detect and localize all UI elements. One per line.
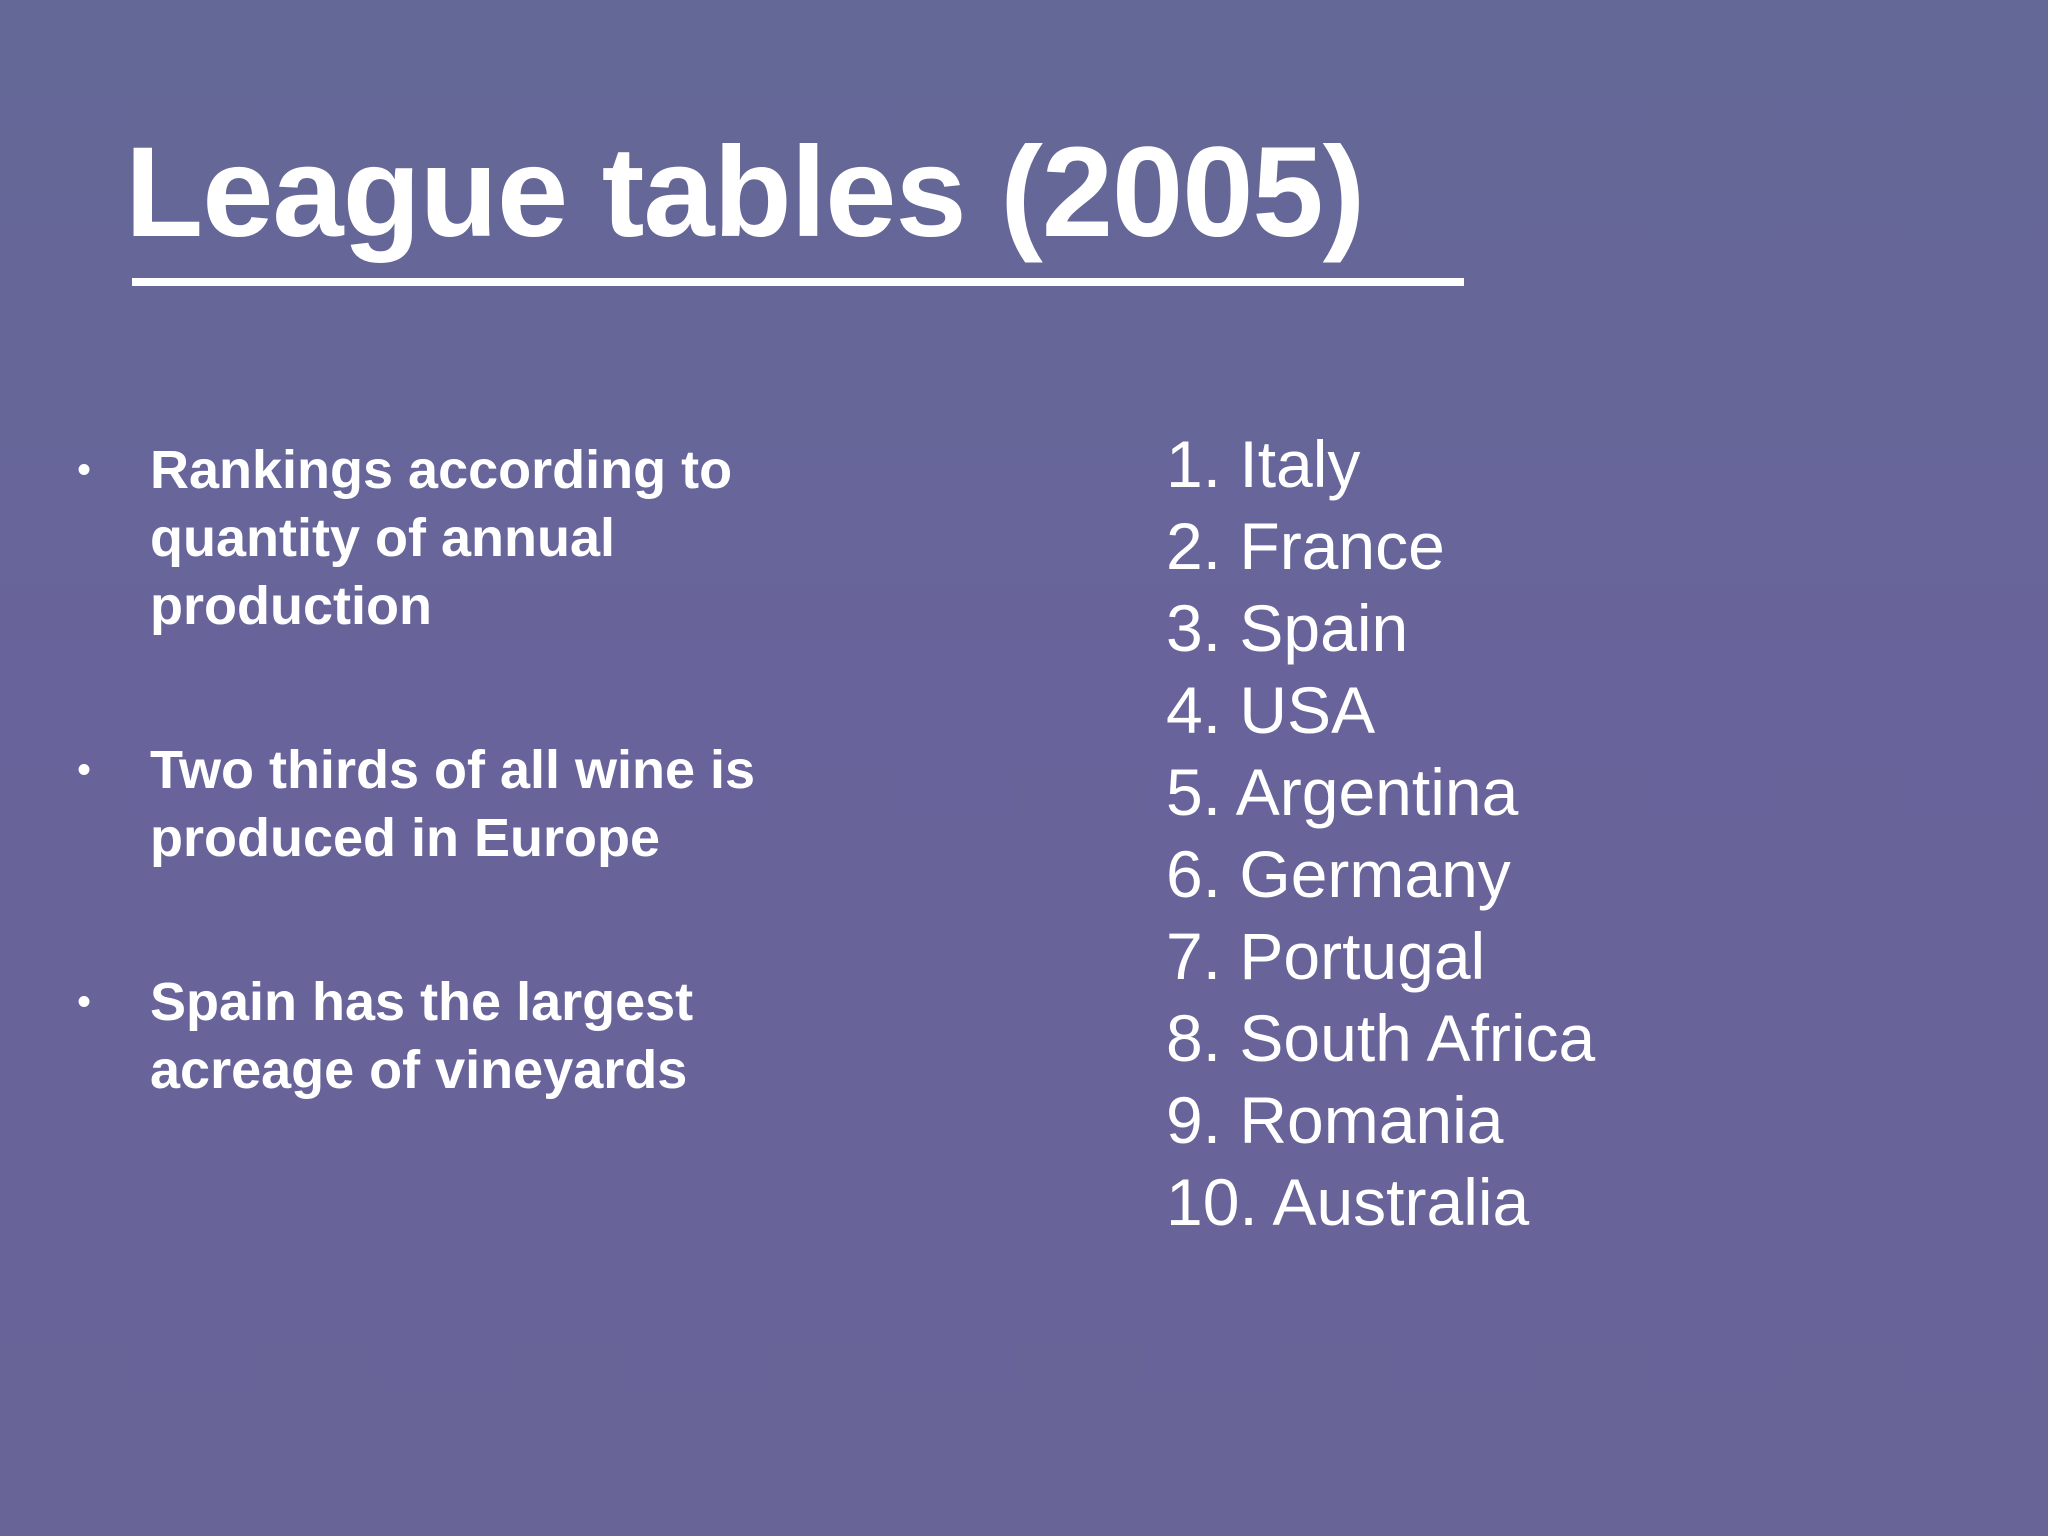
bullet-item: • Rankings according to quantity of annu…: [72, 436, 892, 640]
ranking-item: 9. Romania: [1166, 1083, 1504, 1157]
ranking-item: 3. Spain: [1166, 591, 1409, 665]
ranking-item: 6. Germany: [1166, 837, 1511, 911]
ranking-item: 4. USA: [1166, 673, 1376, 747]
ranking-item: 1. Italy: [1166, 427, 1361, 501]
ranking-list: 1. Italy 2. France 3. Spain 4. USA 5. Ar…: [1166, 423, 1595, 1243]
bullet-icon: •: [77, 981, 91, 1023]
ranking-item: 2. France: [1166, 509, 1445, 583]
bullet-text: Spain has the largest acreage of vineyar…: [150, 972, 694, 1100]
ranking-item: 5. Argentina: [1166, 755, 1519, 829]
bullet-list: • Rankings according to quantity of annu…: [72, 436, 892, 1200]
bullet-text: Rankings according to quantity of annual…: [150, 440, 733, 636]
slide-title: League tables (2005): [125, 121, 1365, 264]
bullet-text: Two thirds of all wine is produced in Eu…: [150, 740, 756, 868]
bullet-icon: •: [77, 749, 91, 791]
ranking-item: 8. South Africa: [1166, 1001, 1596, 1075]
ranking-item: 7. Portugal: [1166, 919, 1486, 993]
bullet-icon: •: [77, 449, 91, 491]
bullet-item: • Two thirds of all wine is produced in …: [72, 736, 892, 872]
bullet-item: • Spain has the largest acreage of viney…: [72, 968, 892, 1104]
ranking-item: 10. Australia: [1166, 1165, 1530, 1239]
title-underline: [132, 278, 1464, 286]
